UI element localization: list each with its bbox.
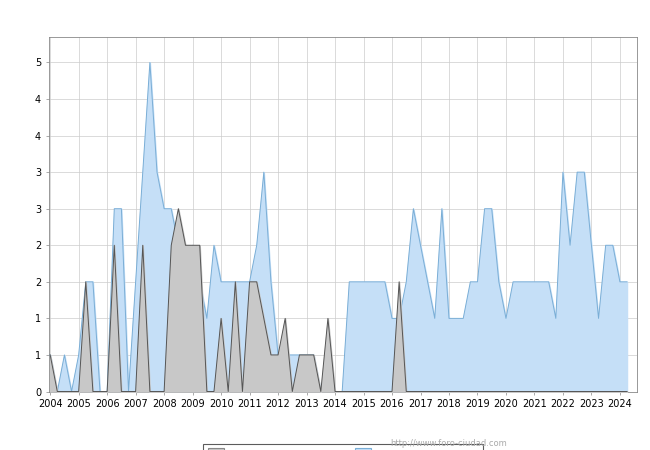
Text: http://www.foro-ciudad.com: http://www.foro-ciudad.com — [390, 439, 507, 448]
Legend: Viviendas Nuevas, Viviendas Usadas: Viviendas Nuevas, Viviendas Usadas — [203, 444, 482, 450]
Text: Torre de Juan Abad - Evolucion del Nº de Transacciones Inmobiliarias: Torre de Juan Abad - Evolucion del Nº de… — [97, 10, 553, 22]
